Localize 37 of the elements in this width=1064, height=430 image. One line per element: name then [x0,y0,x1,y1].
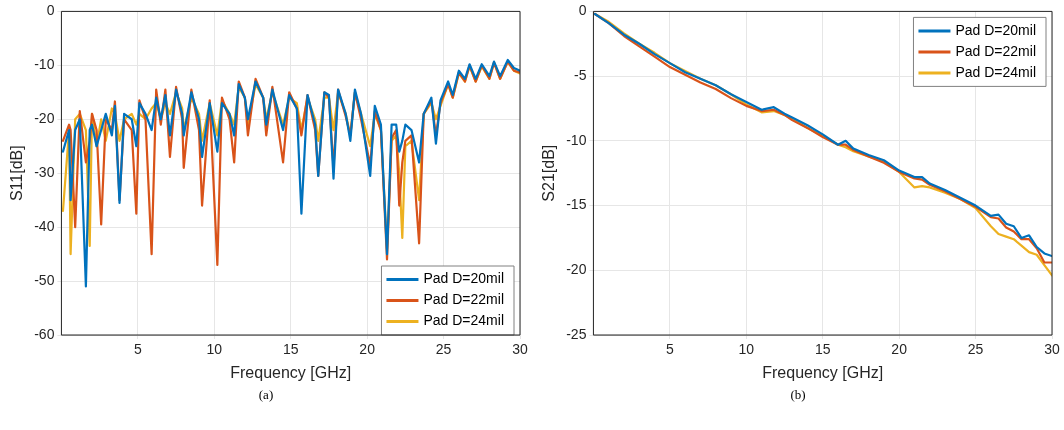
legend-label: Pad D=24mil [955,63,1037,80]
y-tick-label: -20 [34,110,55,127]
y-tick-label: 0 [46,2,55,19]
x-tick-label: 10 [206,341,223,358]
y-axis-title: S21[dB] [540,144,558,202]
x-tick-label: 15 [282,341,299,358]
y-tick-label: -60 [34,325,55,342]
x-tick-label: 5 [133,341,142,358]
legend-label: Pad D=20mil [423,270,505,287]
y-tick-label: -25 [566,325,587,342]
legend-label: Pad D=22mil [955,42,1037,59]
y-tick-label: -40 [34,217,55,234]
y-tick-label: -5 [573,66,587,83]
text: (b) [789,386,807,404]
y-tick-label: -15 [566,196,587,213]
text: (a) [257,386,275,404]
x-axis-title: Frequency [GHz] [762,363,884,381]
x-tick-label: 10 [738,341,755,358]
x-axis-title: Frequency [GHz] [230,363,352,381]
x-tick-label: 25 [435,341,452,358]
y-tick-label: 0 [578,2,587,19]
x-tick-label: 30 [1044,341,1060,358]
x-tick-label: 5 [665,341,674,358]
legend-label: Pad D=20mil [955,21,1037,38]
legend-label: Pad D=22mil [423,291,505,308]
y-tick-label: -30 [34,164,55,181]
legend-label: Pad D=24mil [423,312,505,329]
y-axis-title: S11[dB] [8,145,26,202]
y-tick-label: -20 [566,261,587,278]
y-tick-label: -10 [566,131,587,148]
y-tick-label: -50 [34,271,55,288]
x-tick-label: 20 [891,341,908,358]
x-tick-label: 30 [512,341,528,358]
x-tick-label: 25 [967,341,984,358]
x-tick-label: 20 [359,341,376,358]
x-tick-label: 15 [814,341,831,358]
y-tick-label: -10 [34,56,55,73]
